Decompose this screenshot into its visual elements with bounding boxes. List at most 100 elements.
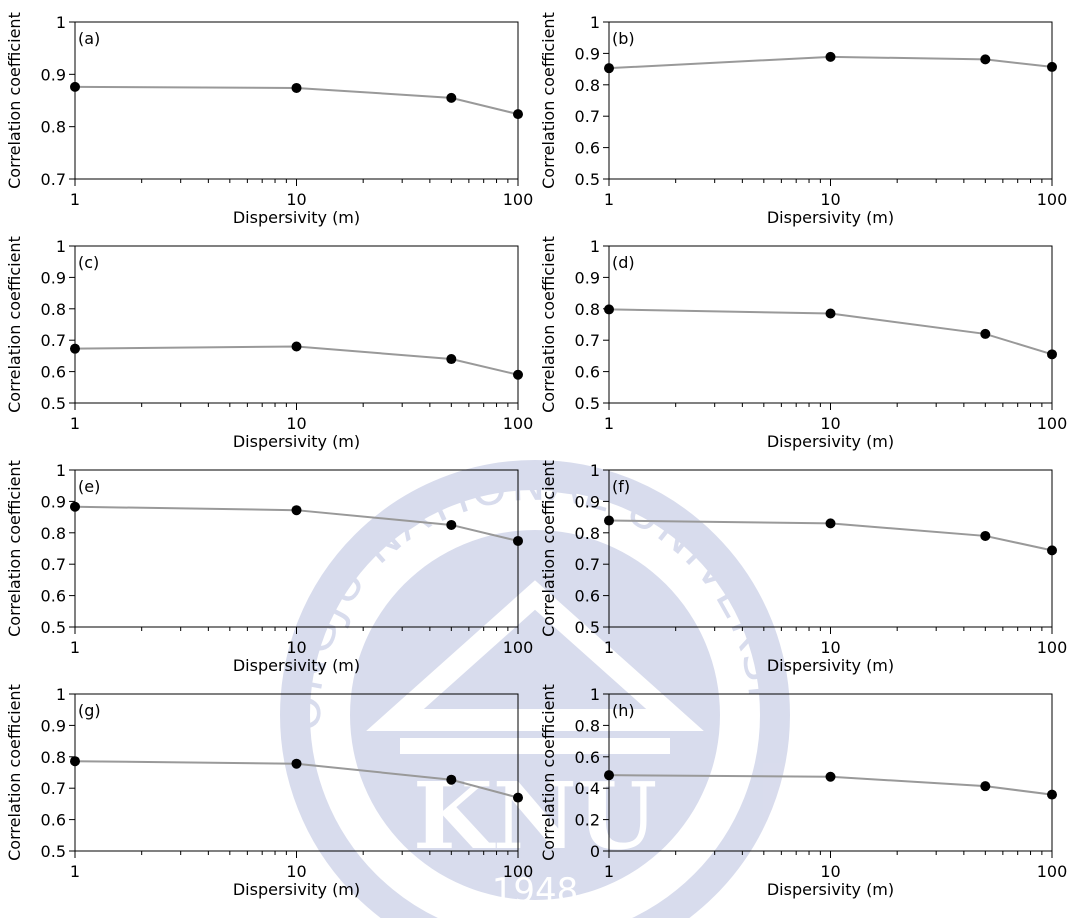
data-point-d [980, 328, 991, 339]
watermark-beam [400, 738, 670, 754]
data-point-g [291, 758, 302, 769]
data-point-b [604, 63, 614, 74]
y-tick-label-b: 0.5 [575, 170, 600, 189]
y-tick-label-b: 0.9 [575, 44, 600, 63]
y-tick-label-h: 0 [590, 842, 600, 861]
y-axis-label-e: Correlation coefficient [5, 460, 24, 637]
y-tick-label-b: 0.6 [575, 139, 600, 158]
x-tick-label-e: 10 [286, 638, 306, 657]
x-tick-label-c: 100 [503, 414, 534, 433]
x-tick-label-g: 10 [286, 862, 306, 881]
y-tick-label-b: 1 [590, 13, 600, 32]
y-tick-label-a: 0.7 [41, 170, 66, 189]
y-axis-label-h: Correlation coefficient [539, 684, 558, 861]
panel-label-c: (c) [78, 253, 99, 272]
y-tick-label-a: 0.8 [41, 118, 66, 137]
y-tick-label-d: 0.7 [575, 331, 600, 350]
x-axis-label-f: Dispersivity (m) [767, 656, 894, 675]
x-tick-label-g: 1 [70, 862, 80, 881]
data-point-f [604, 515, 614, 526]
data-point-e [291, 505, 302, 516]
x-tick-label-a: 10 [286, 190, 306, 209]
y-axis-label-f: Correlation coefficient [539, 460, 558, 637]
y-tick-label-d: 0.9 [575, 268, 600, 287]
y-tick-label-c: 1 [56, 237, 66, 256]
y-tick-label-f: 0.9 [575, 492, 600, 511]
x-tick-label-a: 100 [503, 190, 534, 209]
data-point-a [291, 82, 302, 93]
plot-area-f [608, 469, 1053, 628]
data-point-h [1047, 789, 1057, 800]
plot-area-d [608, 245, 1053, 404]
y-axis-label-a: Correlation coefficient [5, 12, 24, 189]
watermark-year: 1948 [492, 871, 579, 911]
series-line-c [74, 345, 519, 376]
y-tick-label-c: 0.9 [41, 268, 66, 287]
y-tick-label-e: 0.8 [41, 524, 66, 543]
series-line-e [74, 505, 519, 542]
x-tick-label-b: 1 [604, 190, 614, 209]
x-tick-label-d: 100 [1037, 414, 1068, 433]
panel-label-a: (a) [78, 29, 100, 48]
data-point-e [513, 535, 523, 546]
watermark-roof [366, 580, 704, 731]
y-tick-label-d: 0.8 [575, 300, 600, 319]
data-point-h [604, 770, 614, 781]
x-tick-label-f: 1 [604, 638, 614, 657]
y-tick-label-a: 1 [56, 13, 66, 32]
x-axis-label-e: Dispersivity (m) [233, 656, 360, 675]
y-tick-label-b: 0.7 [575, 107, 600, 126]
y-tick-label-d: 0.5 [575, 394, 600, 413]
y-axis-label-b: Correlation coefficient [539, 12, 558, 189]
data-point-f [980, 530, 991, 541]
y-tick-label-g: 1 [56, 685, 66, 704]
plot-area-g [74, 693, 519, 852]
data-point-f [825, 518, 836, 529]
y-tick-label-c: 0.7 [41, 331, 66, 350]
y-axis-label-c: Correlation coefficient [5, 236, 24, 413]
x-axis-label-c: Dispersivity (m) [233, 432, 360, 451]
plot-area-e [74, 469, 519, 628]
x-axis-label-b: Dispersivity (m) [767, 208, 894, 227]
y-tick-label-f: 0.8 [575, 524, 600, 543]
y-tick-label-g: 0.5 [41, 842, 66, 861]
data-point-d [604, 304, 614, 315]
y-tick-label-h: 0.4 [575, 779, 600, 798]
panel-label-e: (e) [78, 477, 100, 496]
data-point-d [825, 308, 836, 319]
panel-d: 0.5 0.6 0.7 0.8 0.9 1 1 10 100 Dispersivity (m) Co… [539, 236, 1067, 451]
x-tick-label-h: 100 [1037, 862, 1068, 881]
x-tick-label-d: 1 [604, 414, 614, 433]
y-tick-label-f: 0.7 [575, 555, 600, 574]
x-tick-label-f: 100 [1037, 638, 1068, 657]
y-tick-label-e: 0.5 [41, 618, 66, 637]
data-point-g [70, 756, 80, 767]
y-tick-label-g: 0.9 [41, 716, 66, 735]
panel-c: 0.5 0.6 0.7 0.8 0.9 1 1 10 100 Dispersivity (m) Co… [5, 236, 533, 451]
series-line-b [608, 55, 1053, 70]
series-line-d [608, 308, 1053, 356]
x-tick-label-g: 100 [503, 862, 534, 881]
panel-label-f: (f) [612, 477, 630, 496]
panel-f: 0.5 0.6 0.7 0.8 0.9 1 1 10 100 Dispersivity (m) Co… [539, 460, 1067, 675]
x-tick-label-b: 100 [1037, 190, 1068, 209]
y-tick-label-d: 0.6 [575, 363, 600, 382]
panel-b: 0.5 0.6 0.7 0.8 0.9 1 1 10 100 Dispersivity (m) Co… [539, 12, 1067, 227]
y-axis-label-d: Correlation coefficient [539, 236, 558, 413]
data-point-g [446, 774, 457, 785]
y-tick-label-g: 0.7 [41, 779, 66, 798]
series-line-f [608, 519, 1053, 552]
data-point-d [1047, 349, 1057, 360]
data-point-c [446, 354, 457, 365]
x-axis-label-g: Dispersivity (m) [233, 880, 360, 899]
y-tick-label-h: 0.6 [575, 748, 600, 767]
series-line-h [608, 774, 1053, 796]
panel-a: 0.7 0.8 0.9 1 1 10 100 Dispersivity (m) Correlat… [5, 12, 533, 227]
y-tick-label-e: 0.7 [41, 555, 66, 574]
x-tick-label-h: 1 [604, 862, 614, 881]
data-point-a [513, 109, 523, 120]
data-point-b [1047, 61, 1057, 72]
y-axis-label-g: Correlation coefficient [5, 684, 24, 861]
y-tick-label-f: 0.5 [575, 618, 600, 637]
